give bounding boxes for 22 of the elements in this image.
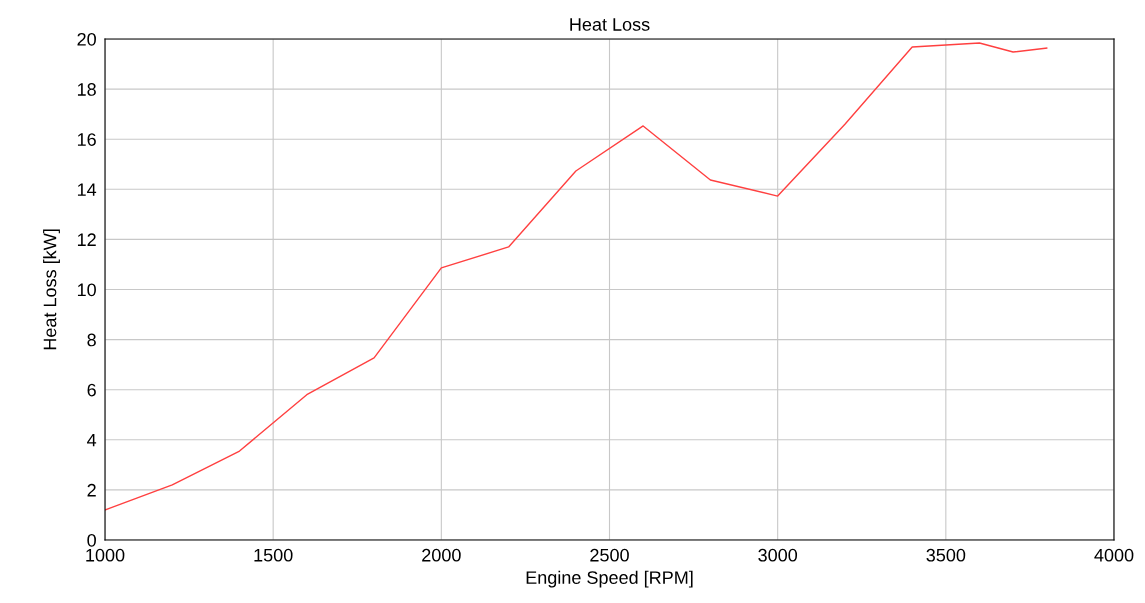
x-tick-label: 1500	[254, 548, 293, 562]
y-tick-label: 6	[87, 383, 96, 397]
y-axis-title: Heat Loss [kW]	[43, 229, 60, 350]
y-tick-label: 16	[77, 133, 96, 146]
y-tick-label: 12	[77, 233, 96, 246]
x-tick-label: 1000	[86, 548, 125, 562]
y-tick-label: 20	[77, 32, 96, 46]
x-axis-title: Engine Speed [RPM]	[526, 570, 693, 588]
y-tick-label: 4	[87, 433, 97, 447]
x-tick-label: 4000	[1094, 548, 1134, 562]
line-series	[105, 42, 1048, 511]
y-tick-label: 2	[87, 483, 96, 497]
x-tick-label: 3500	[926, 548, 966, 562]
y-tick-label: 10	[77, 283, 96, 297]
y-tick-label: 8	[87, 333, 96, 347]
chart-title: Heat Loss	[570, 18, 650, 31]
y-tick-label: 14	[77, 183, 97, 196]
x-tick-label: 2000	[422, 548, 461, 562]
x-tick-label: 2500	[590, 548, 629, 562]
y-tick-label: 0	[87, 533, 96, 547]
x-tick-label: 3000	[758, 548, 798, 562]
y-tick-label: 18	[77, 83, 96, 96]
